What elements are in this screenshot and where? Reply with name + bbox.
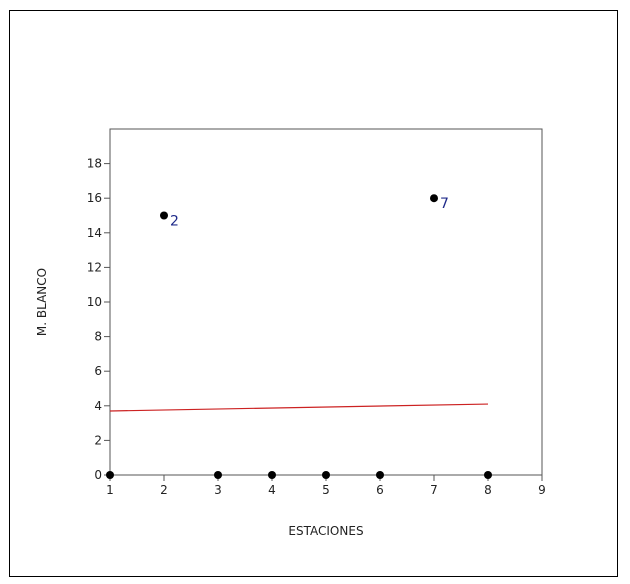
x-tick-label: 2 — [160, 483, 168, 497]
x-tick-label: 6 — [376, 483, 384, 497]
x-tick-label: 7 — [430, 483, 438, 497]
x-axis-label: ESTACIONES — [288, 524, 363, 538]
x-tick-label: 5 — [322, 483, 330, 497]
y-axis-label: M. BLANCO — [35, 268, 49, 336]
y-tick-label: 18 — [87, 157, 102, 171]
x-tick-label: 1 — [106, 483, 114, 497]
data-point — [268, 471, 276, 479]
trend-line-group — [109, 403, 489, 412]
x-tick-label: 8 — [484, 483, 492, 497]
y-tick-label: 2 — [94, 433, 102, 447]
y-tick-label: 0 — [94, 468, 102, 482]
x-tick-label: 9 — [538, 483, 546, 497]
data-point — [214, 471, 222, 479]
y-tick-label: 10 — [87, 295, 102, 309]
plot-area — [109, 128, 543, 476]
y-axis: 0 2 4 6 8 10 12 14 16 18 — [87, 157, 110, 482]
data-point — [322, 471, 330, 479]
y-tick-label: 14 — [87, 226, 102, 240]
trend-line — [109, 403, 489, 412]
x-tick-label: 3 — [214, 483, 222, 497]
y-tick-label: 8 — [94, 330, 102, 344]
y-tick-label: 4 — [94, 399, 102, 413]
data-point — [106, 471, 114, 479]
x-axis: 1 2 3 4 5 6 7 8 9 — [106, 475, 546, 497]
y-tick-label: 12 — [87, 260, 102, 274]
data-point — [430, 194, 438, 203]
data-point — [484, 471, 492, 479]
point-label: 2 — [170, 214, 179, 230]
x-tick-label: 4 — [268, 483, 276, 497]
points-group: 27 — [106, 194, 492, 479]
y-tick-label: 6 — [94, 364, 102, 378]
data-point — [376, 471, 384, 479]
point-label: 7 — [440, 196, 449, 212]
y-tick-label: 16 — [87, 191, 102, 205]
data-point — [160, 211, 168, 220]
